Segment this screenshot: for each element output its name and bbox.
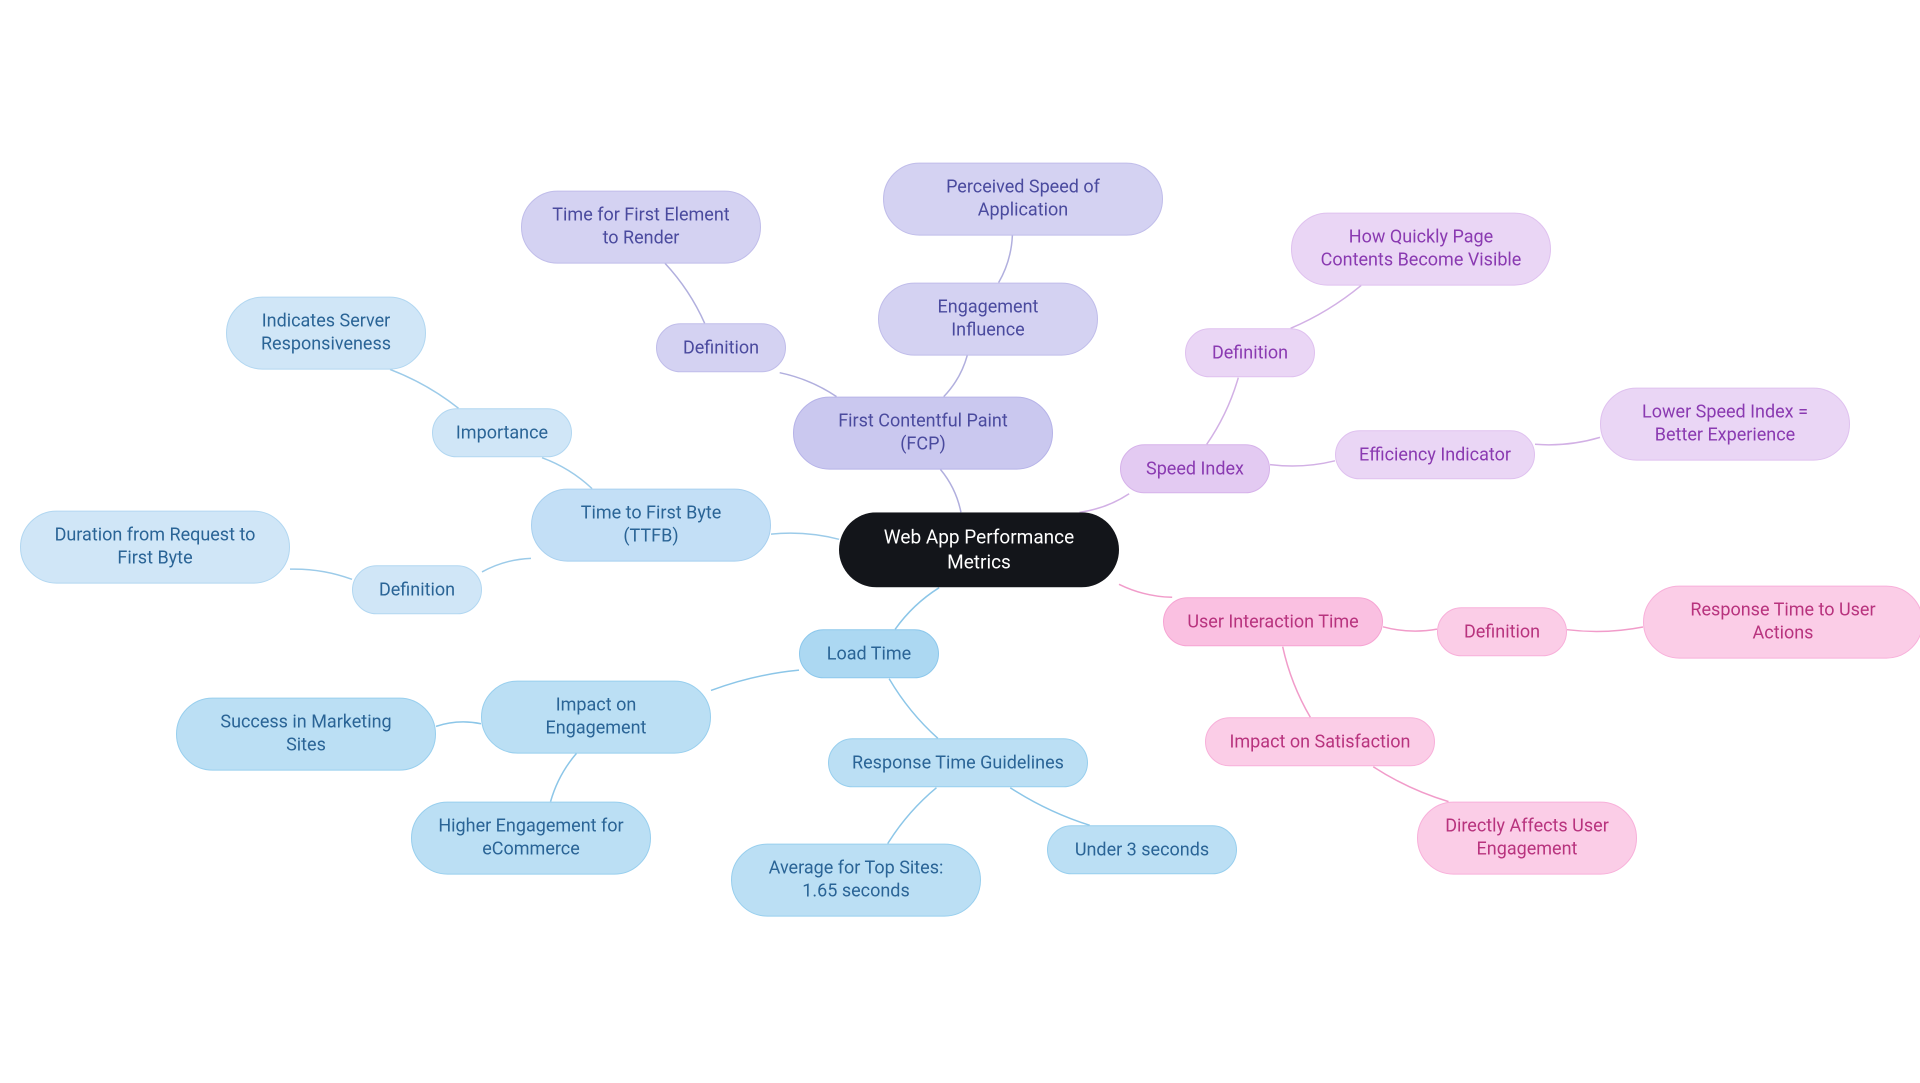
node-ttfb: Time to First Byte (TTFB) bbox=[531, 489, 771, 562]
edge-speed-speed_def bbox=[1207, 378, 1239, 445]
edge-center-uit bbox=[1119, 584, 1172, 597]
node-center: Web App Performance Metrics bbox=[839, 512, 1119, 587]
node-ttfb_imp_v: Indicates Server Responsiveness bbox=[226, 297, 426, 370]
edge-load_rtg-load_rtg_u3 bbox=[1010, 788, 1090, 826]
node-load: Load Time bbox=[799, 629, 939, 678]
node-uit_def: Definition bbox=[1437, 607, 1567, 656]
edge-load_rtg-load_rtg_avg bbox=[888, 788, 937, 844]
node-fcp_eng: Engagement Influence bbox=[878, 283, 1098, 356]
node-ttfb_def_v: Duration from Request to First Byte bbox=[20, 511, 290, 584]
edge-center-ttfb bbox=[771, 533, 839, 539]
node-load_eng_ecom: Higher Engagement for eCommerce bbox=[411, 802, 651, 875]
node-load_rtg_u3: Under 3 seconds bbox=[1047, 825, 1237, 874]
edge-fcp-fcp_eng bbox=[944, 355, 968, 396]
node-fcp_def: Definition bbox=[656, 323, 786, 372]
node-ttfb_imp: Importance bbox=[432, 408, 572, 457]
edge-fcp-fcp_def bbox=[780, 373, 837, 397]
edge-load-load_eng bbox=[711, 670, 799, 690]
node-uit: User Interaction Time bbox=[1163, 597, 1383, 646]
edge-speed_eff-speed_eff_v bbox=[1535, 437, 1600, 444]
edge-speed_def-speed_def_v bbox=[1291, 285, 1362, 328]
edge-uit-uit_sat bbox=[1283, 647, 1311, 718]
edge-uit_sat-uit_sat_v bbox=[1373, 767, 1448, 802]
node-load_rtg_avg: Average for Top Sites: 1.65 seconds bbox=[731, 844, 981, 917]
node-load_eng_mkt: Success in Marketing Sites bbox=[176, 698, 436, 771]
node-ttfb_def: Definition bbox=[352, 565, 482, 614]
node-uit_def_v: Response Time to User Actions bbox=[1643, 586, 1920, 659]
edge-center-speed bbox=[1080, 494, 1130, 513]
node-load_rtg: Response Time Guidelines bbox=[828, 738, 1088, 787]
node-speed_eff: Efficiency Indicator bbox=[1335, 430, 1535, 479]
edge-ttfb_def-ttfb_def_v bbox=[290, 569, 352, 579]
edge-uit-uit_def bbox=[1383, 627, 1437, 631]
edge-load_eng-load_eng_ecom bbox=[551, 753, 577, 801]
edge-load_eng-load_eng_mkt bbox=[436, 722, 481, 726]
node-load_eng: Impact on Engagement bbox=[481, 681, 711, 754]
node-uit_sat: Impact on Satisfaction bbox=[1205, 717, 1435, 766]
node-speed: Speed Index bbox=[1120, 444, 1270, 493]
node-fcp_def_v: Time for First Element to Render bbox=[521, 191, 761, 264]
node-speed_eff_v: Lower Speed Index = Better Experience bbox=[1600, 388, 1850, 461]
edge-uit_def-uit_def_v bbox=[1567, 627, 1643, 632]
node-speed_def: Definition bbox=[1185, 328, 1315, 377]
edge-ttfb-ttfb_def bbox=[482, 558, 531, 572]
edge-center-fcp bbox=[940, 469, 961, 512]
edge-ttfb-ttfb_imp bbox=[542, 458, 592, 489]
edge-speed-speed_eff bbox=[1270, 461, 1335, 466]
node-uit_sat_v: Directly Affects User Engagement bbox=[1417, 802, 1637, 875]
node-fcp_eng_v: Perceived Speed of Application bbox=[883, 163, 1163, 236]
node-speed_def_v: How Quickly Page Contents Become Visible bbox=[1291, 213, 1551, 286]
edge-fcp_def-fcp_def_v bbox=[665, 263, 705, 323]
node-fcp: First Contentful Paint (FCP) bbox=[793, 397, 1053, 470]
edge-load-load_rtg bbox=[889, 679, 938, 739]
edge-center-load bbox=[895, 588, 939, 630]
edge-fcp_eng-fcp_eng_v bbox=[999, 235, 1013, 282]
edge-ttfb_imp-ttfb_imp_v bbox=[390, 369, 458, 408]
